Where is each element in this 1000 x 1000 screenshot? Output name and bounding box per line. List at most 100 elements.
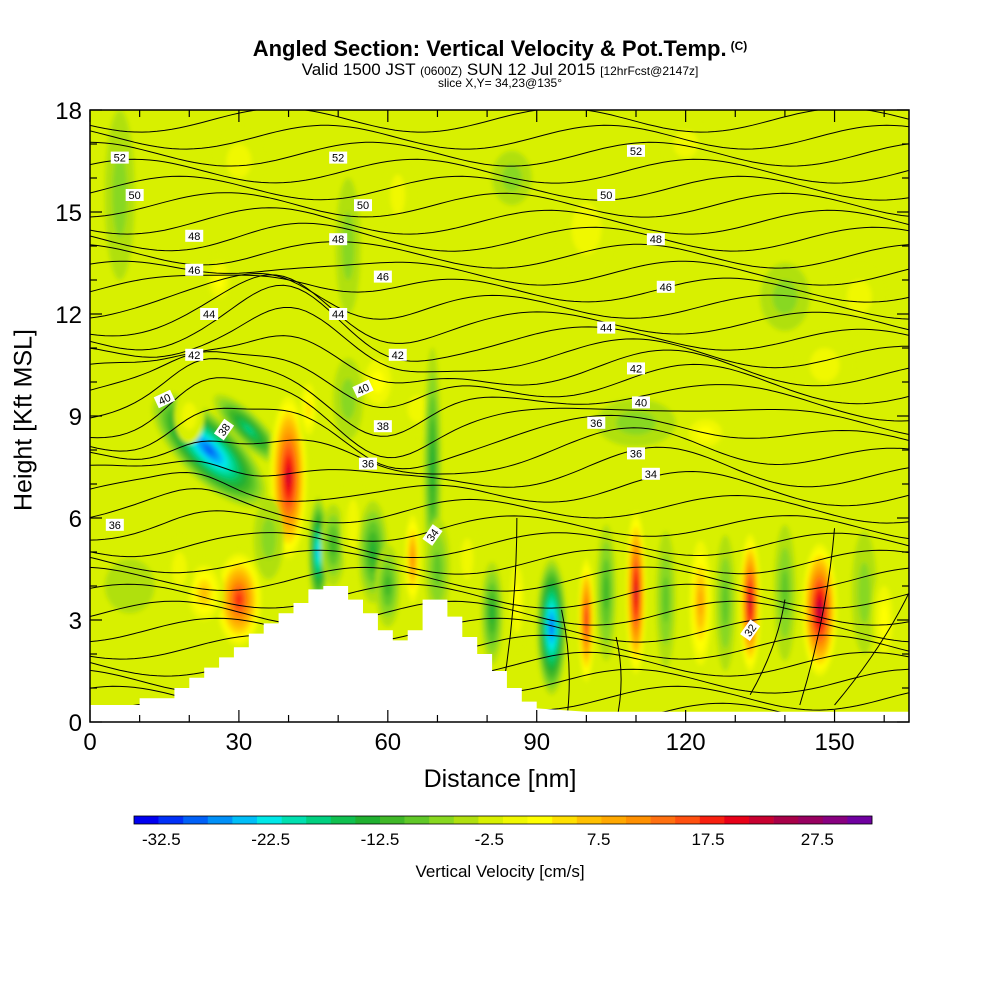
theta-contour [90,532,909,558]
theta-contour [90,274,909,303]
velocity-cell [506,548,527,651]
contour-label: 48 [185,229,204,243]
theta-contour [561,609,570,722]
contour-label-text: 36 [109,520,121,532]
velocity-band [880,603,889,637]
y-tick-label: 9 [69,404,82,431]
contour-label-text: 40 [157,392,173,408]
velocity-cell [577,552,596,688]
x-tick-label: 60 [374,729,401,756]
contour-label: 52 [627,144,645,158]
colorbar-swatch [847,816,873,824]
contour-label: 48 [329,233,348,246]
theta-contour [90,617,909,643]
theta-contour [90,488,909,524]
velocity-cell [403,507,422,610]
theta-contour [90,407,909,470]
velocity-band [550,621,553,633]
theta-contour [90,274,909,344]
y-tick-label: 12 [55,302,82,329]
velocity-cell [253,497,284,580]
theta-contour [90,446,909,488]
velocity-band [340,378,356,420]
velocity-cell [715,535,736,671]
theta-contour [90,377,909,459]
theta-contour [799,528,836,706]
theta-contour [90,207,909,235]
colorbar: -32.5 -22.5 -12.5 -2.5 7.5 17.5 27.5 [133,815,873,849]
theta-contour [90,510,909,542]
velocity-cell [298,375,319,444]
contour-label: 38 [213,418,235,441]
velocity-cell [481,562,503,665]
velocity-band [818,604,822,616]
contour-label-text: 40 [635,397,647,409]
theta-contour [90,634,909,660]
x-tick-label: 30 [226,729,253,756]
velocity-band [390,174,406,216]
velocity-band [371,370,385,394]
y-tick-label: 6 [69,506,82,533]
contour-label: 34 [641,467,660,481]
colorbar-swatch [404,816,430,824]
contour-label-text: 42 [630,363,642,375]
contour-labels: 52 52 52 50 50 50 48 48 48 46 46 46 44 44 44 42 42 42 40 40… [105,144,761,642]
contour-label: 42 [388,348,407,362]
colorbar-tick-label: -2.5 [475,830,504,849]
theta-contour [90,358,909,437]
theta-contour [90,566,909,592]
colorbar-swatch [134,816,159,824]
contour-label-text: 38 [377,421,389,433]
contour-label: 40 [352,379,374,399]
theta-contour [90,470,909,507]
velocity-cell [104,558,155,614]
colorbar-tick-label: -12.5 [361,830,400,849]
contour-label: 48 [646,233,665,246]
theta-contour [90,222,909,252]
contour-label: 46 [373,270,392,284]
velocity-band [603,575,609,610]
colorbar-swatch [281,816,307,824]
contour-label-text: 40 [355,382,371,398]
colorbar-swatch [552,816,578,824]
colorbar-swatch [527,816,553,824]
velocity-cell [760,263,810,331]
velocity-cell [596,524,617,661]
velocity-cell [357,348,398,416]
colorbar-swatch [355,816,381,824]
theta-contour [90,175,909,201]
colorbar-swatch [503,816,528,824]
contour-label-text: 44 [600,323,612,335]
contour-label-text: 50 [600,190,612,202]
colorbar-tick-label: -32.5 [142,830,181,849]
contour-label: 52 [110,151,129,165]
velocity-cell [655,531,676,668]
velocity-band [346,499,360,551]
chart-title: Angled Section: Vertical Velocity & Pot.… [252,36,748,61]
colorbar-swatch [380,816,405,824]
velocity-band [430,443,435,491]
contour-label: 40 [153,389,176,409]
theta-contour [90,260,909,286]
colorbar-swatch [601,816,627,824]
contour-label: 40 [631,396,650,409]
colorbar-swatch [798,816,824,824]
velocity-band [261,518,277,559]
velocity-cell [834,263,885,331]
colorbar-tick-label: 7.5 [587,830,611,849]
y-axis-label: Height [Kft MSL] [9,328,38,512]
theta-contour [90,583,909,609]
contour-label: 36 [627,447,645,460]
velocity-band [226,144,252,178]
colorbar-swatch [675,816,701,824]
contour-label: 46 [185,263,204,277]
colorbar-swatch [429,816,455,824]
velocity-band [846,280,872,314]
contour-label: 36 [358,457,377,471]
contour-label: 52 [329,151,348,165]
velocity-band [411,551,414,567]
velocity-cell [174,388,205,444]
contour-label-text: 52 [630,146,642,158]
colorbar-swatch [749,816,774,824]
